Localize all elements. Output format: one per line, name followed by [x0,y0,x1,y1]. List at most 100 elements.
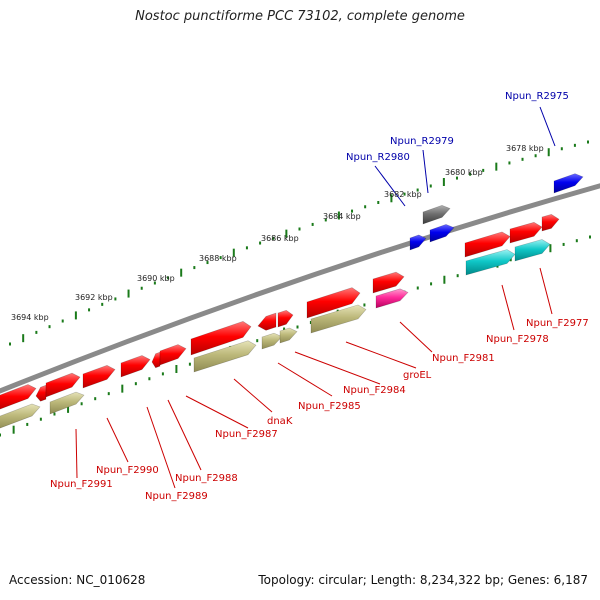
cds-forward [372,271,405,294]
gene-label-Npun_R2979: Npun_R2979 [390,136,454,147]
minor-tick [508,161,511,165]
leader-line-forward [501,284,515,331]
leader-line-reverse [539,106,556,147]
minor-tick [193,266,196,270]
minor-tick [48,325,51,329]
minor-tick [206,261,209,265]
kbp-label: 3688 kbp [199,254,237,263]
leader-line-forward [399,321,433,353]
cds-forward [464,231,511,258]
genome-backbone [0,183,600,394]
minor-tick [161,372,164,376]
minor-tick [167,276,170,280]
minor-tick [430,282,433,286]
leader-line-forward [75,428,78,479]
kbp-label: 3694 kbp [11,313,49,322]
gene-label-Npun_R2980: Npun_R2980 [346,152,410,163]
minor-tick [534,154,537,158]
minor-tick [456,274,459,278]
genome-summary-text: Topology: circular; Length: 8,234,322 bp… [258,573,588,587]
rrna-forward [514,239,551,262]
minor-tick [351,209,354,213]
minor-tick [311,222,314,226]
minor-tick [469,172,472,176]
gene-label-Npun_F2989: Npun_F2989 [145,491,208,502]
minor-tick [363,303,366,307]
minor-tick [140,286,143,290]
gene-label-Npun_F2987: Npun_F2987 [215,429,278,440]
trna-forward [375,288,409,309]
gene-forward [49,391,85,415]
cds-reverse-Npun_R2980 [409,234,427,251]
minor-tick [53,412,56,416]
kbp-label: 3680 kbp [445,168,483,177]
cds-forward [277,309,294,328]
gene-label-Npun_F2990: Npun_F2990 [96,465,159,476]
minor-tick [324,218,327,222]
cds-forward-groEL-dnaK [190,320,252,356]
minor-tick [377,200,380,204]
leader-line-forward [539,267,553,315]
gene-label-groEL: groEL [403,370,432,381]
minor-tick [61,319,64,323]
minor-tick [26,422,29,426]
forward-gene-labels: Npun_F2977 Npun_F2978 Npun_F2981 groEL N… [50,318,589,502]
gene-forward [193,340,257,373]
cds-forward [120,355,151,378]
leader-line-reverse [374,165,406,207]
gene-label-Npun_F2978: Npun_F2978 [486,334,549,345]
minor-tick [482,168,485,172]
minor-tick [429,184,432,188]
minor-tick [509,258,512,262]
label-leader-lines [75,106,556,489]
kbp-label: 3678 kbp [506,144,544,153]
gene-forward [0,403,41,429]
gene-label-Npun_F2988: Npun_F2988 [175,473,238,484]
minor-tick [416,286,419,290]
minor-tick [272,236,275,240]
gene-label-Npun_F2985: Npun_F2985 [298,401,361,412]
cds-reverse-Npun_R2975 [553,173,584,194]
kbp-scale-labels: 3694 kbp 3692 kbp 3690 kbp 3688 kbp 3686… [11,144,544,322]
minor-tick [573,143,576,147]
leader-line-reverse [422,149,429,194]
minor-tick [256,339,259,343]
minor-tick [88,308,91,312]
minor-tick [153,281,156,285]
minor-tick [521,157,524,161]
minor-tick [364,205,367,209]
minor-tick [562,242,565,246]
minor-tick [39,417,42,421]
gene-forward [279,327,298,344]
minor-tick [245,246,248,250]
leader-line-forward [277,362,333,397]
kbp-label: 3690 kbp [137,274,175,283]
cds-forward [35,384,47,402]
minor-tick [101,302,104,306]
minor-tick [114,297,117,301]
reverse-gene-labels: Npun_R2975 Npun_R2979 Npun_R2980 [346,91,569,163]
cds-forward [257,312,277,331]
gene-features [0,173,584,429]
minor-tick [80,402,83,406]
kbp-label: 3682 kbp [384,190,422,199]
cds-forward [151,351,161,369]
minor-tick [259,241,262,245]
leader-line-forward [345,341,417,369]
minor-tick [560,147,563,151]
minor-tick [188,362,191,366]
kbp-label: 3692 kbp [75,293,113,302]
gene-label-Npun_F2984: Npun_F2984 [343,385,406,396]
minor-tick [575,239,578,243]
gene-label-Npun_F2991: Npun_F2991 [50,479,113,490]
minor-tick [9,342,11,346]
gene-label-dnaK: dnaK [267,416,293,427]
cds-forward [306,287,361,319]
minor-tick [455,176,458,180]
rrna-forward [465,249,516,276]
leader-line-forward [185,395,249,429]
gene-label-Npun_R2975: Npun_R2975 [505,91,569,102]
kbp-label: 3686 kbp [261,234,299,243]
minor-tick [587,140,589,144]
accession-text: Accession: NC_010628 [9,573,146,587]
